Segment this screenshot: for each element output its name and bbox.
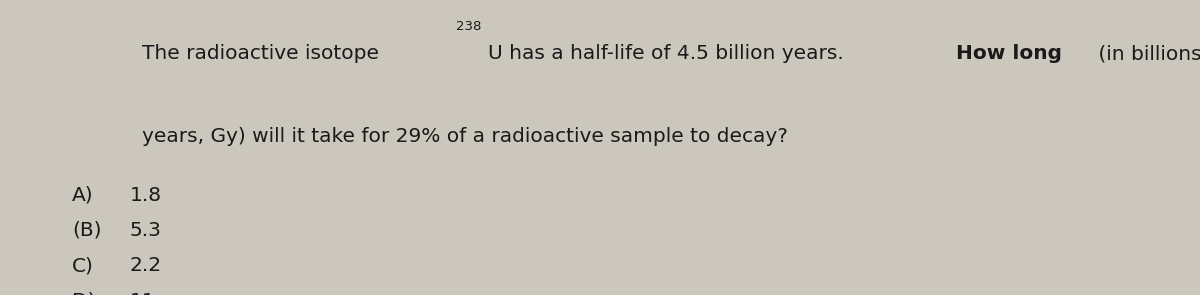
Text: 2.2: 2.2 — [130, 256, 162, 276]
Text: (in billions of: (in billions of — [1092, 44, 1200, 63]
Text: U has a half-life of 4.5 billion years.: U has a half-life of 4.5 billion years. — [488, 44, 851, 63]
Text: D): D) — [72, 292, 96, 295]
Text: The radioactive isotope: The radioactive isotope — [142, 44, 385, 63]
Text: years, Gy) will it take for 29% of a radioactive sample to decay?: years, Gy) will it take for 29% of a rad… — [142, 127, 787, 146]
Text: How long: How long — [955, 44, 1062, 63]
Text: 1.8: 1.8 — [130, 186, 162, 205]
Text: 238: 238 — [456, 19, 481, 32]
Text: (B): (B) — [72, 221, 102, 240]
Text: A): A) — [72, 186, 94, 205]
Text: 11.: 11. — [130, 292, 162, 295]
Text: 5.3: 5.3 — [130, 221, 162, 240]
Text: C): C) — [72, 256, 94, 276]
